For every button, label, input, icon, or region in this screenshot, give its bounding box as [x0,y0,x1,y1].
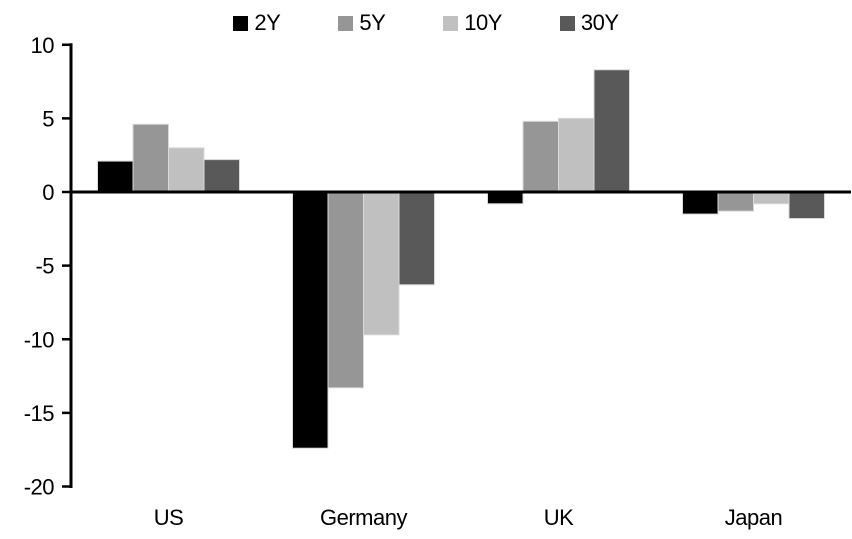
bar-us-2y [97,160,134,193]
x-category-label-japan: Japan [725,505,782,530]
y-tick-label-0: 0 [42,180,54,205]
x-category-label-germany: Germany [320,505,407,530]
x-category-label-us: US [154,505,184,530]
bar-japan-30y [788,191,825,220]
bar-us-5y [132,123,169,193]
bar-uk-30y [593,69,630,193]
bar-japan-2y [682,191,719,215]
bar-uk-2y [487,191,524,205]
y-tick-label-10: 10 [31,33,55,58]
bar-japan-5y [717,191,754,212]
bar-uk-10y [558,117,595,193]
bar-germany-2y [292,191,329,449]
y-tick-label--5: -5 [35,254,54,279]
bar-germany-10y [363,191,400,336]
bar-japan-10y [753,191,790,205]
y-tick-label--10: -10 [24,327,55,352]
bar-uk-5y [522,120,559,193]
y-tick-label--20: -20 [24,475,55,500]
bar-germany-30y [398,191,435,286]
bar-us-30y [203,159,240,193]
y-tick-label--15: -15 [24,401,55,426]
bar-germany-5y [327,191,364,389]
bar-us-10y [168,147,205,193]
y-tick-label-5: 5 [42,106,54,131]
x-category-label-uk: UK [544,505,574,530]
